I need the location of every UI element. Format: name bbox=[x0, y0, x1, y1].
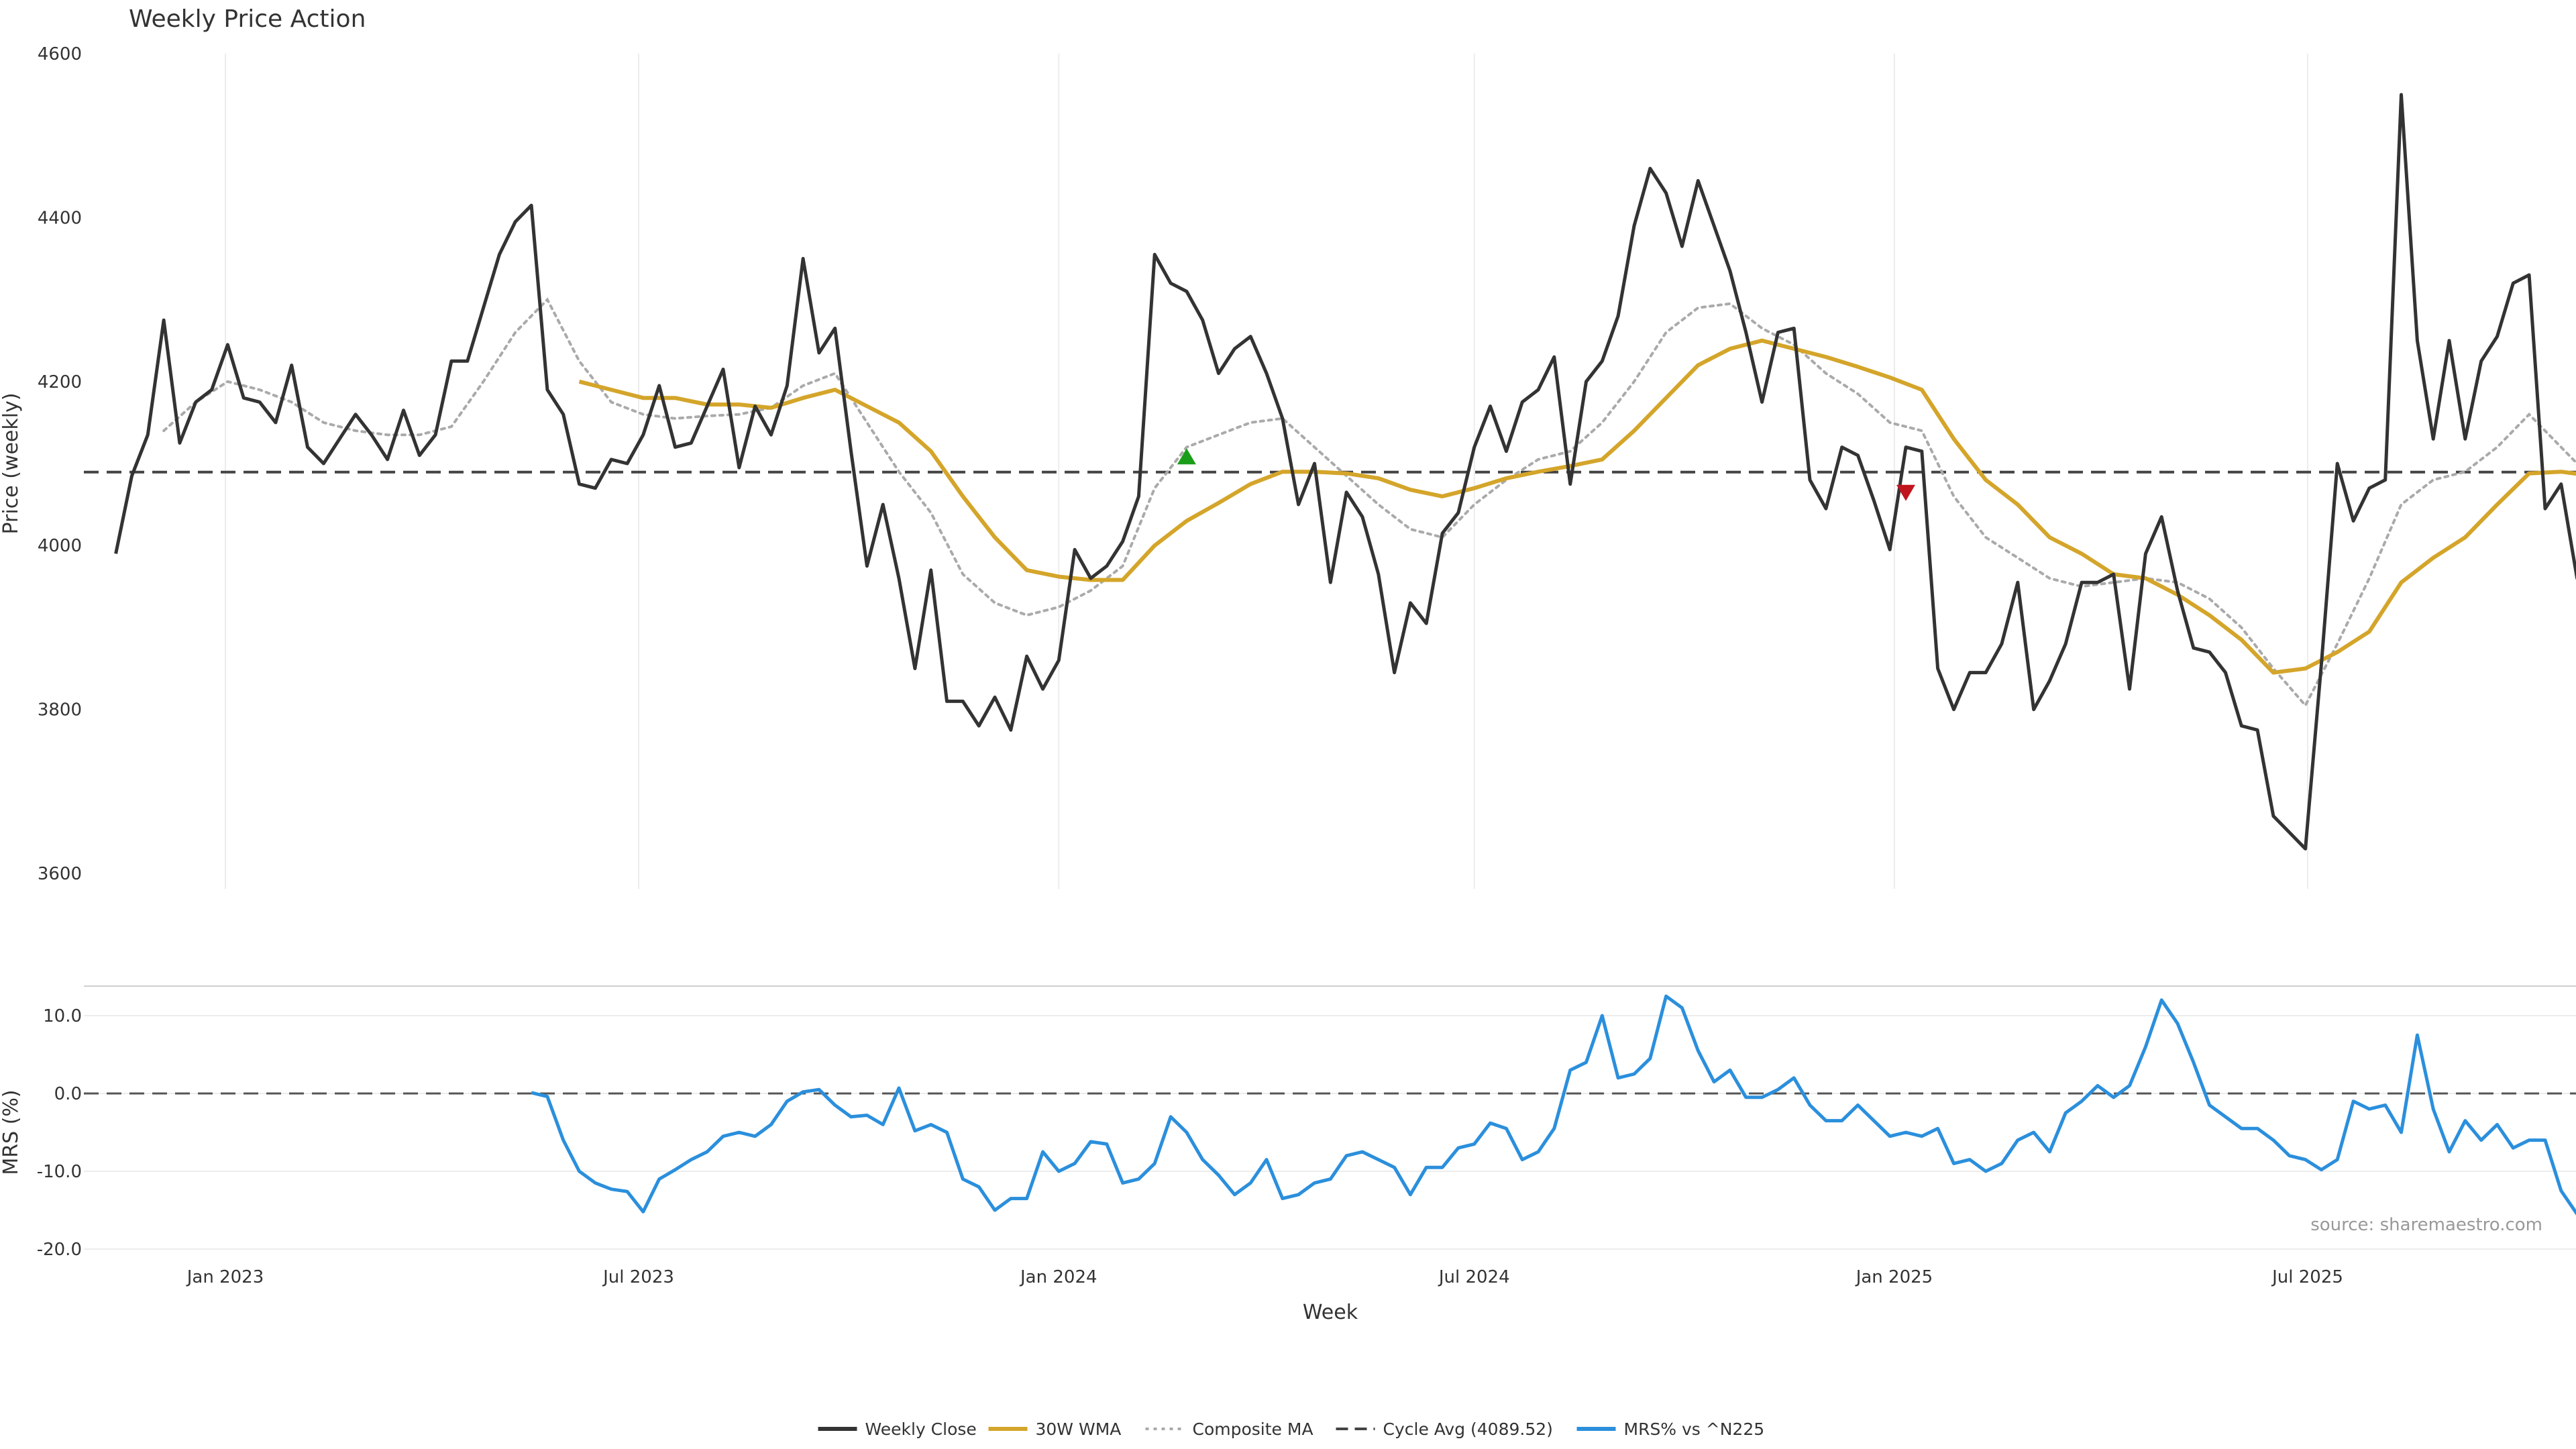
legend-label: MRS% vs ^N225 bbox=[1624, 1419, 1765, 1439]
chart-title: Weekly Price Action bbox=[129, 5, 366, 33]
x-tick-label: Jul 2023 bbox=[602, 1267, 674, 1287]
sell-signal-marker bbox=[1896, 484, 1915, 501]
composite-ma-line bbox=[162, 297, 2576, 708]
mrs-y-axis-title: MRS (%) bbox=[0, 1089, 23, 1175]
legend-label: 30W WMA bbox=[1036, 1419, 1122, 1439]
legend-item: 30W WMA bbox=[988, 1419, 1122, 1439]
x-axis-title: Week bbox=[1303, 1301, 1358, 1324]
legend-item: MRS% vs ^N225 bbox=[1576, 1419, 1765, 1439]
legend-label: Cycle Avg (4089.52) bbox=[1383, 1419, 1553, 1439]
price-y-tick-label: 4000 bbox=[38, 536, 82, 556]
mrs-y-tick-label: -10.0 bbox=[37, 1162, 82, 1182]
mrs-y-tick-label: 0.0 bbox=[54, 1084, 82, 1104]
price-y-tick-label: 3800 bbox=[38, 700, 82, 720]
price-panel: 3600 3800 4000 4200 4400 4600 Price (weekly) bbox=[0, 44, 2576, 889]
x-tick-label: Jan 2025 bbox=[1855, 1267, 1933, 1287]
legend-item: Composite MA bbox=[1145, 1419, 1313, 1439]
mrs-line bbox=[531, 994, 2576, 1216]
buy-signal-marker bbox=[1177, 448, 1196, 465]
price-y-axis-title: Price (weekly) bbox=[0, 392, 23, 534]
x-tick-label: Jan 2023 bbox=[186, 1267, 264, 1287]
legend: Weekly Close 30W WMA Composite MA Cycle Avg… bbox=[818, 1419, 1765, 1439]
price-y-tick-label: 4400 bbox=[38, 208, 82, 228]
legend-label: Weekly Close bbox=[865, 1419, 977, 1439]
legend-item: Cycle Avg (4089.52) bbox=[1336, 1419, 1553, 1439]
source-note: source: sharemaestro.com bbox=[2310, 1215, 2542, 1235]
weekly-close-line bbox=[114, 93, 2576, 851]
legend-item: Weekly Close bbox=[818, 1419, 977, 1439]
mrs-y-tick-label: 10.0 bbox=[43, 1006, 82, 1026]
mrs-y-tick-label: -20.0 bbox=[37, 1240, 82, 1260]
x-tick-label: Jul 2024 bbox=[1438, 1267, 1510, 1287]
mrs-panel: 10.0 0.0 -10.0 -20.0 MRS (%) Jan 2023 Jul 2023… bbox=[0, 985, 2576, 1324]
legend-label: Composite MA bbox=[1193, 1419, 1313, 1439]
x-tick-label: Jul 2025 bbox=[2271, 1267, 2343, 1287]
price-y-tick-label: 3600 bbox=[38, 864, 82, 884]
price-y-tick-label: 4200 bbox=[38, 372, 82, 392]
x-tick-label: Jan 2024 bbox=[1019, 1267, 1097, 1287]
price-y-tick-label: 4600 bbox=[38, 44, 82, 64]
wma-line bbox=[578, 338, 2576, 675]
